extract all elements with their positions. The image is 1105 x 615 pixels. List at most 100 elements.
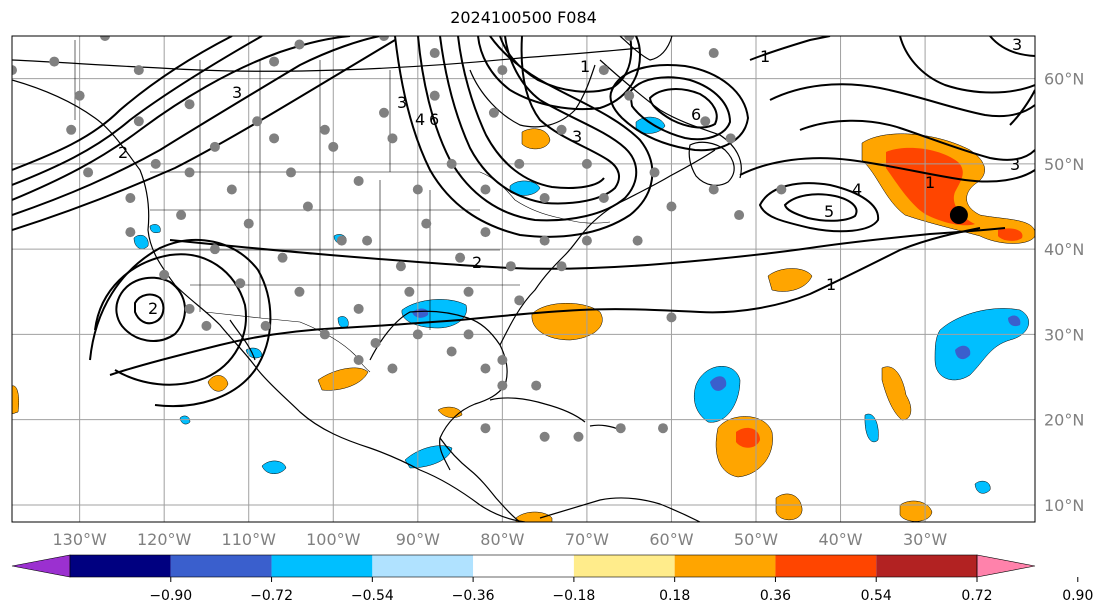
border-us-mexico — [204, 311, 371, 373]
station-dot — [455, 252, 466, 263]
station-dot — [404, 286, 415, 297]
station-dot — [539, 431, 550, 442]
colorbar-segment-6 — [573, 555, 675, 577]
shade-orange-south-a — [775, 493, 803, 520]
map-title: 2024100500 F084 — [450, 8, 597, 27]
shade-darkblue-tropical-a — [710, 376, 727, 391]
shade-orange-pacific — [207, 375, 229, 392]
shade-blue-yucatan — [404, 445, 453, 469]
station-dot — [649, 167, 660, 178]
station-dot — [66, 124, 77, 135]
colorbar-tick-label-0: −0.90 — [149, 588, 192, 604]
coast-south-america — [539, 497, 701, 522]
contour-label-2-sw: 2 — [148, 299, 158, 318]
station-dot — [556, 261, 567, 272]
contour-sw-low-a — [115, 276, 187, 342]
station-dot — [429, 90, 440, 101]
station-dot — [658, 423, 668, 434]
colorbar-tick-label-9: 0.90 — [1062, 588, 1093, 604]
contour-trough-d — [457, 36, 605, 189]
lon-tick-label-10: 30°W — [903, 530, 947, 549]
colorbar-segment-9 — [876, 555, 977, 577]
colorbar-tick-label-3: −0.36 — [452, 588, 495, 604]
colorbar-tick-label-6: 0.36 — [760, 588, 791, 604]
station-dot — [700, 116, 711, 127]
contour-label-2-west: 2 — [118, 143, 128, 162]
station-dot — [226, 184, 237, 195]
contour-labrador-low-a — [609, 64, 750, 152]
map-frame — [11, 35, 1036, 523]
station-dot — [328, 141, 339, 152]
station-dot — [319, 124, 330, 135]
lat-tick-label-5: 10°N — [1044, 496, 1084, 515]
lon-tick-label-9: 40°W — [818, 530, 862, 549]
station-dot — [159, 269, 170, 280]
shade-blue-pacific-a — [261, 460, 287, 474]
station-dot — [184, 99, 195, 110]
lon-tick-label-4: 90°W — [396, 530, 440, 549]
station-dot — [463, 286, 474, 297]
station-dot — [497, 65, 508, 76]
colorbar-tick-label-4: −0.18 — [552, 588, 595, 604]
lon-tick-label-8: 50°W — [734, 530, 778, 549]
shade-darkblue-east-atlantic-2 — [1008, 315, 1021, 327]
colorbar-extend-low — [11, 554, 71, 578]
contour-labels: 3 2 3 4 6 3 6 1 1 4 5 1 3 3 1 2 2 — [118, 36, 1022, 318]
station-dot — [395, 261, 406, 272]
station-dot — [125, 227, 136, 238]
station-dot — [125, 193, 136, 203]
shade-orange-caribbean-south — [515, 511, 553, 522]
contour-labrador-low-b — [628, 76, 732, 141]
contour-west-b — [12, 36, 263, 186]
station-dot — [514, 295, 525, 306]
station-dot — [184, 303, 195, 314]
lat-tick-label-3: 30°N — [1044, 325, 1084, 344]
station-dot — [624, 36, 635, 41]
station-dot — [776, 184, 787, 195]
station-dot — [336, 235, 347, 246]
lon-tick-label-7: 60°W — [649, 530, 693, 549]
station-dot — [294, 286, 305, 297]
shade-orange-south-b — [899, 500, 933, 522]
shade-blue-west-coast — [133, 235, 149, 249]
contour-label-6-labrador: 6 — [691, 105, 701, 124]
colorbar: −0.90 −0.72 −0.54 −0.36 −0.18 0.18 0.36 0.54 0.7… — [11, 554, 1093, 604]
lat-tick-label-4: 20°N — [1044, 411, 1084, 430]
colorbar-tick-label-8: 0.72 — [961, 588, 992, 604]
shade-blue-east-atlantic — [934, 308, 1029, 381]
contour-east-low-a — [758, 182, 880, 233]
station-dot — [260, 320, 271, 331]
colorbar-tick-label-2: −0.54 — [351, 588, 394, 604]
station-dot — [387, 133, 398, 144]
contour-label-3-trough: 3 — [397, 93, 407, 112]
shade-orange-west-edge — [12, 385, 19, 415]
station-dot — [708, 48, 719, 59]
station-dot — [302, 201, 313, 212]
coast-greenland-south — [619, 36, 673, 61]
lon-tick-label-2: 110°W — [222, 530, 277, 549]
station-dot — [556, 124, 567, 135]
station-dot — [353, 355, 364, 365]
contour-east-g — [1009, 89, 1035, 126]
contour-west-d — [12, 36, 381, 216]
station-dot — [294, 39, 305, 50]
colorbar-segment-8 — [775, 555, 877, 577]
contour-label-6-trough: 6 — [429, 110, 439, 129]
contour-east-f — [989, 36, 1035, 57]
contour-trough-c — [439, 36, 621, 205]
station-dot — [539, 235, 550, 246]
station-dot — [286, 167, 296, 178]
station-dot — [581, 235, 592, 246]
coast-newfoundland — [688, 141, 735, 186]
lon-tick-label-3: 100°W — [306, 530, 361, 549]
lat-tick-label-0: 60°N — [1044, 70, 1084, 89]
station-dot — [150, 158, 161, 169]
shade-blue-texas — [337, 316, 349, 328]
colorbar-tick-label-7: 0.54 — [861, 588, 892, 604]
colorbar-tick-label-1: −0.72 — [250, 588, 293, 604]
station-dot — [539, 193, 550, 203]
contour-east-a — [739, 157, 1035, 183]
border-canada-provinces — [199, 60, 391, 172]
station-dot — [514, 158, 525, 169]
storm-position-marker — [949, 206, 968, 225]
